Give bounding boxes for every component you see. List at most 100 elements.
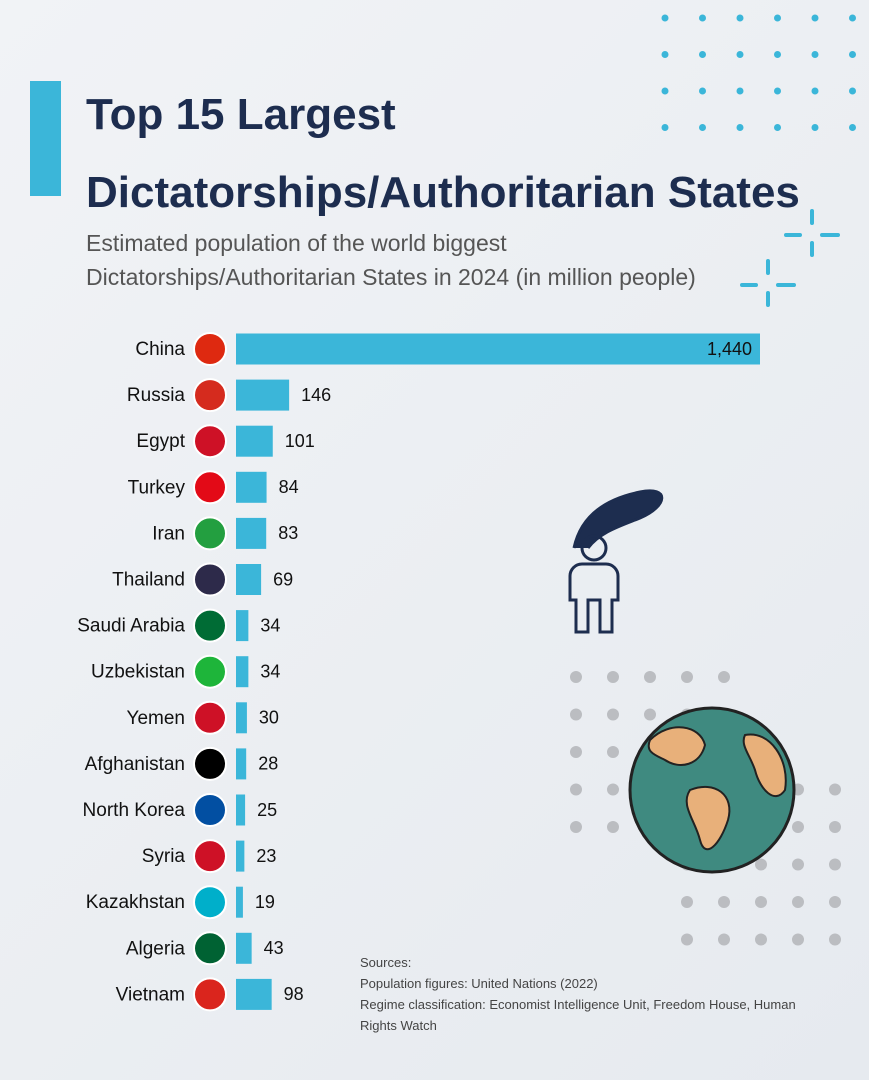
category-label: China xyxy=(135,339,185,360)
value-label: 98 xyxy=(284,984,304,1004)
decor-dot xyxy=(570,708,582,721)
bar xyxy=(236,333,760,365)
decor-dot xyxy=(829,896,841,908)
category-label: Thailand xyxy=(112,570,185,591)
decor-sparkle xyxy=(740,259,796,307)
decor-dot xyxy=(661,51,669,58)
flag-icon xyxy=(193,654,227,689)
decor-dot xyxy=(607,821,619,833)
bar xyxy=(236,840,245,872)
chart-subtitle: Estimated population of the world bigges… xyxy=(86,230,696,290)
globe xyxy=(628,706,796,874)
bar xyxy=(236,379,290,411)
decor-dot xyxy=(570,783,582,796)
decor-dot xyxy=(774,14,781,22)
flag-icon xyxy=(193,746,227,781)
value-label: 146 xyxy=(301,385,331,405)
flag-icon xyxy=(193,562,227,597)
decor-dot xyxy=(755,896,767,908)
decor-dot xyxy=(792,896,804,908)
decor-dot xyxy=(644,708,656,721)
annotation: Sources: xyxy=(360,955,412,970)
decor-dot xyxy=(699,87,706,95)
decor-dot xyxy=(661,124,669,131)
flag-icon xyxy=(193,793,227,827)
decor-dot xyxy=(774,51,781,58)
flag-icon xyxy=(193,931,227,966)
value-label: 43 xyxy=(264,938,284,958)
flag-icon xyxy=(193,470,227,505)
decor-dot xyxy=(792,821,804,833)
decor-dot xyxy=(774,87,781,95)
decor-dot xyxy=(829,858,841,871)
sources: Sources: Population figures: United Nati… xyxy=(360,952,830,1036)
decor-dot xyxy=(755,858,767,871)
decor-dot xyxy=(774,124,781,131)
category-label: Saudi Arabia xyxy=(77,616,185,637)
value-label: 83 xyxy=(278,523,298,543)
decor-dot xyxy=(849,87,856,95)
bar xyxy=(236,610,249,642)
category-label: Afghanistan xyxy=(85,754,185,775)
category-label: Uzbekistan xyxy=(91,662,185,683)
decor-dot xyxy=(755,933,767,946)
decor-dot xyxy=(699,51,706,58)
decor-dot xyxy=(681,933,693,946)
decor-dot xyxy=(681,671,693,683)
bar xyxy=(236,656,249,688)
decor-dot xyxy=(811,87,819,95)
bar xyxy=(236,932,252,964)
decor-dot xyxy=(792,858,804,871)
decor-sparkle xyxy=(784,209,840,257)
decor-dot xyxy=(718,933,730,946)
decor-dot xyxy=(607,746,619,758)
flag-icon xyxy=(193,839,227,874)
flag-icon xyxy=(193,700,227,735)
decor-dot xyxy=(607,671,619,683)
value-label: 34 xyxy=(260,615,280,635)
value-label: 34 xyxy=(260,661,280,681)
category-label: Yemen xyxy=(127,708,185,729)
annotation: Regime classification: Economist Intelli… xyxy=(360,997,796,1033)
decor-dot xyxy=(849,124,856,131)
bar xyxy=(236,471,267,503)
decor-dot xyxy=(829,933,841,946)
decor-dot xyxy=(699,124,706,131)
value-label: 19 xyxy=(255,892,275,912)
decor-dot xyxy=(718,671,730,683)
decor-dot xyxy=(792,933,804,946)
decor-dot xyxy=(570,746,582,758)
bar xyxy=(236,748,247,780)
decor-dot xyxy=(607,708,619,721)
value-label: 25 xyxy=(257,800,277,820)
bar xyxy=(236,978,272,1010)
bar xyxy=(236,517,267,549)
value-label: 28 xyxy=(258,754,278,774)
flag-icon xyxy=(193,608,227,643)
flag-icon xyxy=(193,424,227,459)
decor-dot xyxy=(718,896,730,908)
decor-dot xyxy=(811,124,819,131)
bar xyxy=(236,702,247,734)
bar xyxy=(236,794,246,826)
decor-dot xyxy=(736,51,744,58)
decor-dot xyxy=(699,14,706,22)
decor-dot xyxy=(811,14,819,22)
category-label: Russia xyxy=(127,385,186,406)
flag-icon xyxy=(193,885,227,920)
value-label: 1,440 xyxy=(707,339,752,359)
decor-dot xyxy=(570,671,582,683)
decor-dot xyxy=(736,124,744,131)
value-label: 84 xyxy=(279,477,299,497)
category-label: Turkey xyxy=(128,477,186,498)
bar xyxy=(236,425,273,457)
decor-dot xyxy=(736,87,744,95)
value-label: 23 xyxy=(256,846,276,866)
decor-dot xyxy=(661,87,669,95)
decor-dot xyxy=(811,51,819,58)
decor-dot xyxy=(644,671,656,683)
accent-bar xyxy=(30,81,61,196)
category-label: Syria xyxy=(142,846,186,867)
decor-dot xyxy=(829,821,841,833)
